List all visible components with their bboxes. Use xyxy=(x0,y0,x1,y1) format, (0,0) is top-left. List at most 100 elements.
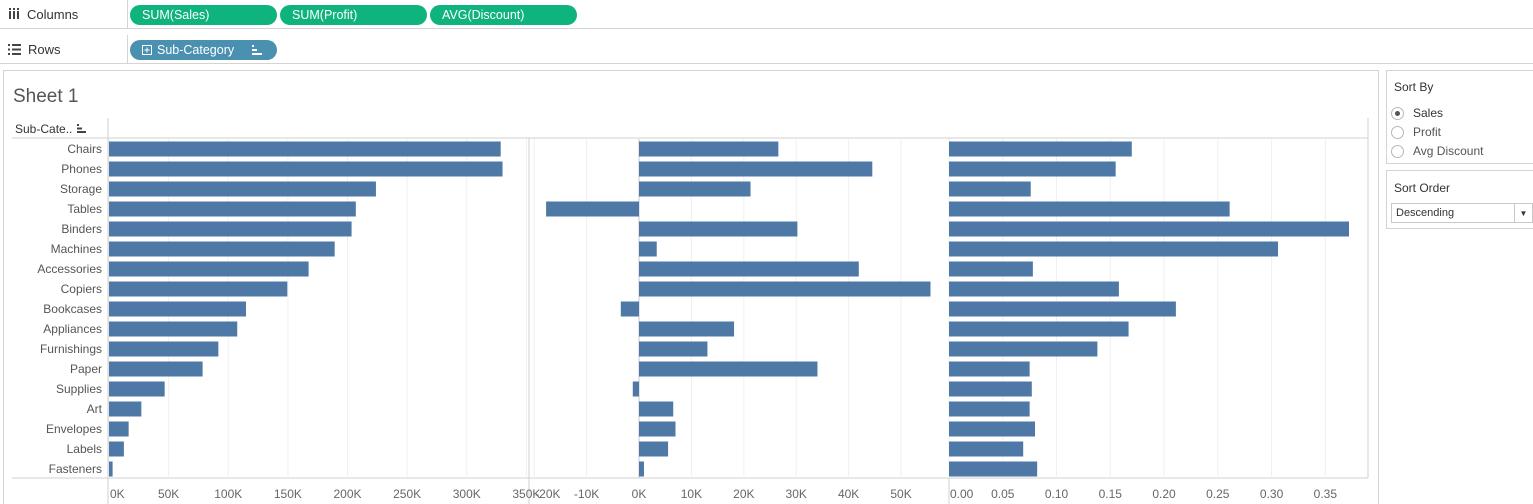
bar-sum-profit--art[interactable] xyxy=(639,401,674,417)
category-label[interactable]: Paper xyxy=(70,362,102,376)
bar-sum-sales--machines[interactable] xyxy=(109,241,335,257)
bar-avg-discount--machines[interactable] xyxy=(949,241,1279,257)
axis-tick-label: 30K xyxy=(786,487,807,501)
radio-sort-profit[interactable]: Profit xyxy=(1391,125,1441,139)
radio-empty-icon[interactable] xyxy=(1391,144,1404,158)
pill-avg-discount[interactable]: AVG(Discount) xyxy=(430,5,577,25)
radio-empty-icon[interactable] xyxy=(1391,125,1404,139)
axis-tick-label: 0.25 xyxy=(1206,487,1230,501)
bar-sum-profit--storage[interactable] xyxy=(639,181,751,197)
bar-sum-profit--bookcases[interactable] xyxy=(620,301,639,317)
chevron-down-icon[interactable]: ▼ xyxy=(1514,204,1532,222)
bar-avg-discount--appliances[interactable] xyxy=(949,321,1129,337)
axis-tick-label: 0.20 xyxy=(1152,487,1176,501)
bar-sum-profit--copiers[interactable] xyxy=(639,281,931,297)
radio-sort-avg-discount[interactable]: Avg Discount xyxy=(1391,144,1483,158)
pill-sum-sales[interactable]: SUM(Sales) xyxy=(130,5,277,25)
bar-sum-profit--paper[interactable] xyxy=(639,361,818,377)
category-label[interactable]: Envelopes xyxy=(46,422,102,436)
bar-avg-discount--labels[interactable] xyxy=(949,441,1024,457)
axis-tick-label: 0.35 xyxy=(1314,487,1338,501)
pill-sum-profit[interactable]: SUM(Profit) xyxy=(280,5,427,25)
bar-sum-sales--appliances[interactable] xyxy=(109,321,238,337)
bar-sum-profit--labels[interactable] xyxy=(639,441,669,457)
radio-avg-discount-label: Avg Discount xyxy=(1413,144,1484,158)
bar-avg-discount--phones[interactable] xyxy=(949,161,1116,177)
bar-sum-profit--appliances[interactable] xyxy=(639,321,735,337)
bar-avg-discount--art[interactable] xyxy=(949,401,1030,417)
columns-label-text: Columns xyxy=(27,6,79,22)
category-label[interactable]: Art xyxy=(87,402,103,416)
bar-sum-sales--bookcases[interactable] xyxy=(109,301,246,317)
bar-sum-sales--art[interactable] xyxy=(109,401,142,417)
bar-sum-profit--envelopes[interactable] xyxy=(639,421,676,437)
category-label[interactable]: Appliances xyxy=(43,322,102,336)
axis-tick-label: 100K xyxy=(214,487,242,501)
bar-avg-discount--tables[interactable] xyxy=(949,201,1230,217)
rows-icon xyxy=(8,43,21,55)
bar-sum-profit--fasteners[interactable] xyxy=(639,461,644,477)
bar-avg-discount--bookcases[interactable] xyxy=(949,301,1176,317)
bar-sum-profit--binders[interactable] xyxy=(639,221,798,237)
bar-sum-sales--labels[interactable] xyxy=(109,441,124,457)
sort-order-dropdown[interactable]: Descending ▼ xyxy=(1391,203,1533,223)
axis-tick-label: 0.10 xyxy=(1045,487,1069,501)
bar-sum-sales--accessories[interactable] xyxy=(109,261,309,277)
bar-sum-profit--machines[interactable] xyxy=(639,241,657,257)
bar-sum-profit--chairs[interactable] xyxy=(639,141,779,157)
row-header-label[interactable]: Sub-Cate.. xyxy=(15,122,72,136)
pill-sub-category[interactable]: Sub-Category xyxy=(130,40,277,60)
sort-descending-icon[interactable] xyxy=(252,45,263,55)
category-label[interactable]: Chairs xyxy=(67,142,102,156)
bar-avg-discount--copiers[interactable] xyxy=(949,281,1119,297)
category-label[interactable]: Storage xyxy=(60,182,102,196)
category-label[interactable]: Fasteners xyxy=(49,462,102,476)
bar-sum-sales--tables[interactable] xyxy=(109,201,356,217)
bar-sum-sales--fasteners[interactable] xyxy=(109,461,113,477)
expand-plus-icon[interactable] xyxy=(142,45,152,55)
bar-avg-discount--binders[interactable] xyxy=(949,221,1349,237)
columns-icon xyxy=(9,8,19,19)
bar-sum-sales--copiers[interactable] xyxy=(109,281,288,297)
bar-sum-sales--chairs[interactable] xyxy=(109,141,501,157)
category-label[interactable]: Labels xyxy=(67,442,102,456)
bar-sum-profit--furnishings[interactable] xyxy=(639,341,708,357)
bar-sum-profit--supplies[interactable] xyxy=(632,381,639,397)
bar-sum-sales--envelopes[interactable] xyxy=(109,421,129,437)
bar-sum-sales--paper[interactable] xyxy=(109,361,203,377)
bar-sum-profit--tables[interactable] xyxy=(546,201,639,217)
category-label[interactable]: Tables xyxy=(67,202,102,216)
category-label[interactable]: Copiers xyxy=(61,282,102,296)
bar-avg-discount--storage[interactable] xyxy=(949,181,1031,197)
bar-sum-sales--supplies[interactable] xyxy=(109,381,165,397)
radio-selected-icon[interactable] xyxy=(1391,106,1404,120)
bar-avg-discount--accessories[interactable] xyxy=(949,261,1033,277)
axis-tick-label: 250K xyxy=(393,487,421,501)
category-label[interactable]: Bookcases xyxy=(43,302,102,316)
axis-tick-label: 350K xyxy=(512,487,540,501)
bar-avg-discount--envelopes[interactable] xyxy=(949,421,1036,437)
axis-tick-label: 0K xyxy=(632,487,647,501)
category-label[interactable]: Accessories xyxy=(37,262,102,276)
bar-avg-discount--furnishings[interactable] xyxy=(949,341,1098,357)
bar-sum-sales--phones[interactable] xyxy=(109,161,503,177)
radio-sort-sales[interactable]: Sales xyxy=(1391,106,1443,120)
bar-avg-discount--paper[interactable] xyxy=(949,361,1030,377)
category-label[interactable]: Binders xyxy=(61,222,102,236)
axis-tick-label: 0.30 xyxy=(1260,487,1284,501)
axis-tick-label: -10K xyxy=(574,487,599,501)
rows-shelf: Rows Sub-Category xyxy=(0,35,1533,64)
row-header-sort-icon[interactable] xyxy=(77,124,86,133)
bar-sum-profit--phones[interactable] xyxy=(639,161,873,177)
bar-sum-sales--binders[interactable] xyxy=(109,221,352,237)
bar-avg-discount--fasteners[interactable] xyxy=(949,461,1038,477)
bar-avg-discount--supplies[interactable] xyxy=(949,381,1032,397)
bar-sum-sales--storage[interactable] xyxy=(109,181,376,197)
category-label[interactable]: Supplies xyxy=(56,382,102,396)
category-label[interactable]: Machines xyxy=(51,242,102,256)
category-label[interactable]: Phones xyxy=(61,162,102,176)
category-label[interactable]: Furnishings xyxy=(40,342,102,356)
bar-sum-sales--furnishings[interactable] xyxy=(109,341,219,357)
bar-sum-profit--accessories[interactable] xyxy=(639,261,859,277)
bar-avg-discount--chairs[interactable] xyxy=(949,141,1132,157)
